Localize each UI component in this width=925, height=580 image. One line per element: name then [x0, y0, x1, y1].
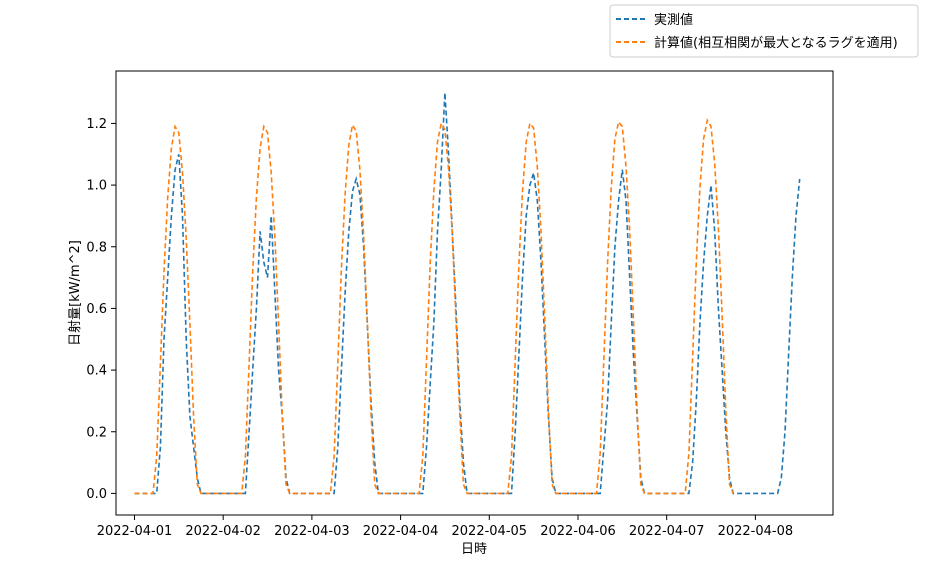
x-tick-label: 2022-04-01 — [97, 524, 173, 539]
y-axis-label: 日射量[kW/m^2] — [67, 240, 83, 346]
y-tick-label: 0.6 — [86, 302, 107, 317]
x-axis: 2022-04-01 2022-04-02 2022-04-03 2022-04-04… — [97, 515, 793, 539]
y-tick-label: 0.2 — [86, 425, 107, 440]
series-line-measured — [134, 92, 801, 495]
y-tick-label: 0.4 — [86, 364, 107, 379]
y-tick-label: 1.0 — [86, 179, 107, 194]
x-tick-label: 2022-04-05 — [452, 524, 528, 539]
x-tick-label: 2022-04-04 — [363, 524, 439, 539]
y-tick-label: 0.0 — [86, 487, 107, 502]
legend-label-measured: 実測値 — [654, 12, 693, 28]
legend: 実測値 計算値(相互相関が最大となるラグを適用) — [609, 4, 919, 58]
x-tick-label: 2022-04-03 — [274, 524, 350, 539]
y-tick-label: 1.2 — [86, 117, 107, 132]
y-axis: 0.0 0.2 0.4 0.6 0.8 1.0 1.2 — [86, 117, 116, 502]
legend-box — [609, 4, 919, 58]
legend-label-calculated: 計算値(相互相関が最大となるラグを適用) — [654, 35, 898, 51]
x-tick-label: 2022-04-02 — [185, 524, 261, 539]
x-tick-label: 2022-04-08 — [718, 524, 794, 539]
x-tick-label: 2022-04-06 — [540, 524, 616, 539]
x-axis-label: 日時 — [461, 542, 487, 557]
plot-area — [115, 70, 834, 516]
series-line-calculated — [134, 118, 734, 495]
series-layer — [134, 92, 801, 495]
x-tick-label: 2022-04-07 — [629, 524, 705, 539]
y-tick-label: 0.8 — [86, 240, 107, 255]
